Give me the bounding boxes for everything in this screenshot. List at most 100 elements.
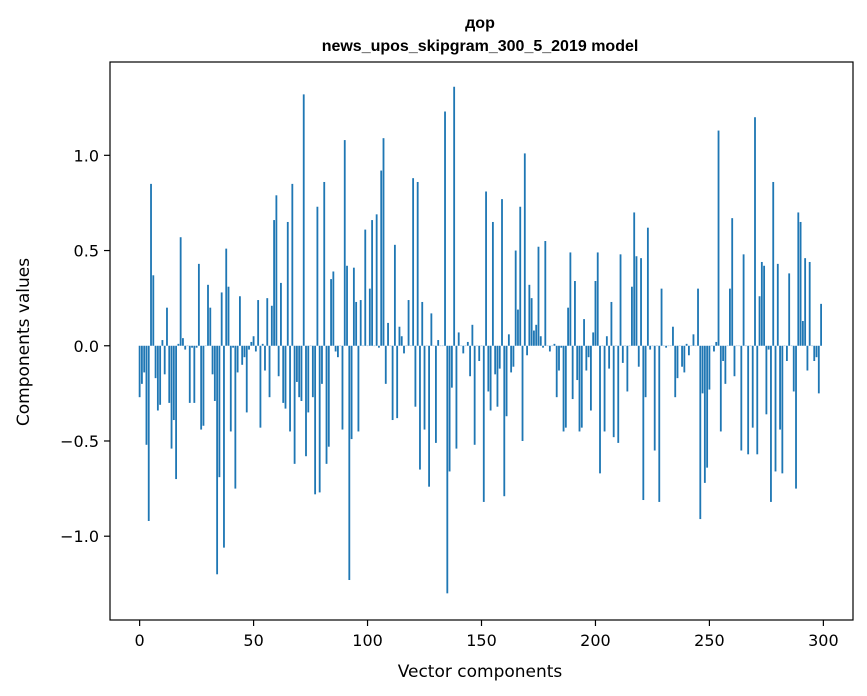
- bar: [175, 345, 177, 480]
- bar: [539, 336, 542, 346]
- bar: [428, 345, 430, 487]
- bar: [681, 345, 683, 367]
- bar: [343, 140, 346, 346]
- bar: [571, 345, 574, 400]
- bar: [589, 345, 592, 411]
- bar: [270, 305, 273, 346]
- bar: [147, 345, 150, 521]
- bar: [159, 345, 162, 405]
- chart-subtitle: news_upos_skipgram_300_5_2019 model: [322, 38, 639, 55]
- y-tick-label: 1.0: [74, 146, 99, 165]
- bar: [182, 338, 184, 346]
- bar: [145, 345, 148, 445]
- bar: [316, 206, 319, 346]
- bar: [626, 345, 629, 392]
- bar: [280, 282, 282, 346]
- bar: [193, 345, 196, 403]
- x-tick-label: 150: [466, 631, 497, 650]
- bar: [489, 345, 492, 411]
- bar: [542, 345, 544, 348]
- bar: [521, 345, 524, 441]
- bar: [760, 261, 763, 346]
- bar: [610, 301, 613, 346]
- bar: [635, 256, 638, 346]
- bar: [346, 265, 348, 346]
- bar: [257, 300, 260, 346]
- bar: [232, 345, 234, 348]
- bar: [722, 345, 724, 361]
- bar: [305, 345, 307, 457]
- bar: [724, 345, 727, 384]
- bar: [526, 345, 528, 356]
- bar: [220, 292, 223, 346]
- bar: [646, 227, 649, 346]
- bar: [211, 345, 214, 375]
- y-tick-label: −1.0: [60, 527, 99, 546]
- bar: [337, 345, 339, 358]
- chart-title: дор: [465, 15, 495, 32]
- bar: [248, 345, 250, 350]
- bar: [478, 345, 481, 361]
- bar: [195, 345, 198, 348]
- bar: [466, 341, 469, 346]
- bar: [596, 252, 599, 346]
- bar: [236, 345, 239, 373]
- bar: [207, 284, 209, 346]
- bar: [254, 345, 257, 352]
- bar: [619, 254, 622, 346]
- bar: [754, 117, 756, 346]
- bar: [699, 345, 702, 520]
- bar: [487, 345, 490, 392]
- bar: [519, 206, 522, 346]
- bar: [501, 199, 503, 346]
- bar: [767, 345, 770, 350]
- bar: [341, 345, 344, 430]
- y-tick-label: 0.0: [74, 337, 99, 356]
- bar: [307, 345, 310, 413]
- y-axis: −1.0 −0.5 0.0 0.5 1.0: [60, 146, 110, 546]
- bar: [765, 345, 768, 415]
- bar: [820, 303, 822, 346]
- bar: [416, 181, 419, 346]
- bar: [608, 345, 611, 369]
- bar: [612, 345, 615, 438]
- bar: [469, 345, 472, 377]
- bar: [617, 345, 620, 443]
- bar: [435, 345, 437, 443]
- x-axis: 0 50 100 150 200 250 300: [135, 620, 839, 650]
- bar: [327, 345, 330, 447]
- bar: [446, 345, 449, 594]
- bar: [676, 345, 679, 379]
- bar: [747, 345, 750, 455]
- bar: [558, 345, 560, 371]
- bar: [450, 345, 453, 388]
- bar: [298, 345, 301, 398]
- bar: [359, 300, 362, 346]
- bar: [701, 345, 704, 394]
- bar: [156, 345, 159, 411]
- bar: [562, 345, 565, 432]
- bar: [599, 345, 601, 474]
- bar: [553, 343, 556, 346]
- bar: [245, 345, 248, 413]
- bar: [544, 241, 547, 346]
- bar: [179, 237, 182, 346]
- bar: [658, 345, 661, 502]
- bar: [143, 345, 146, 373]
- bar: [378, 345, 380, 348]
- bar: [644, 345, 647, 398]
- bar: [594, 281, 597, 346]
- bar: [813, 345, 816, 361]
- bar: [560, 345, 563, 348]
- bar: [776, 263, 779, 346]
- bar: [423, 345, 426, 430]
- bar: [729, 288, 731, 346]
- bar: [697, 288, 699, 346]
- bar: [633, 212, 636, 346]
- y-tick-label: 0.5: [74, 242, 99, 261]
- x-tick-label: 300: [808, 631, 839, 650]
- bar: [603, 345, 606, 432]
- bar: [763, 265, 766, 346]
- bar: [514, 250, 517, 346]
